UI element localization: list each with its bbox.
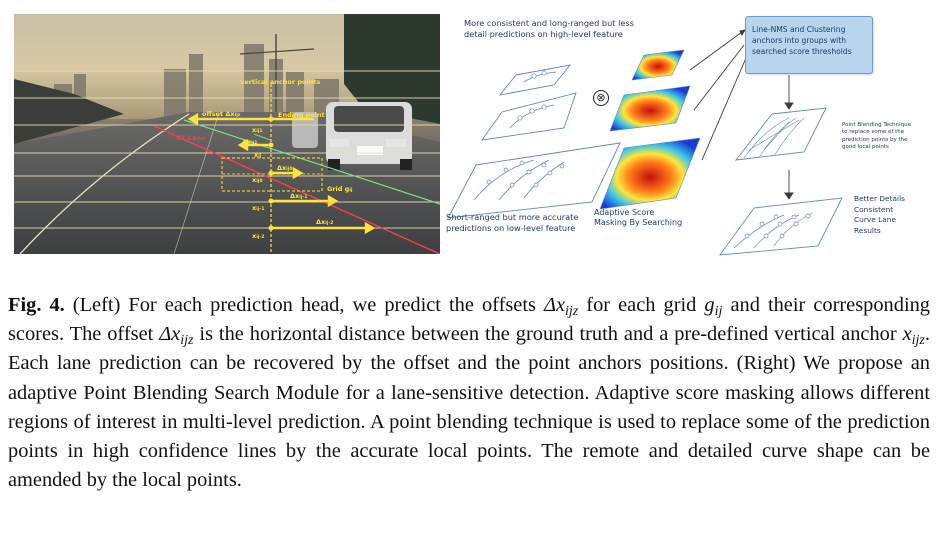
- caption-text-2: for each grid: [578, 294, 705, 316]
- x-ij1-text: x: [252, 126, 257, 134]
- dx-ij1-sub: ij1: [251, 141, 258, 146]
- caption-text-3: and their corresponding scores. The offs…: [8, 294, 931, 346]
- x-ijm1-sub: ij-1: [256, 207, 265, 212]
- math-anchor-sub: ijz: [911, 333, 925, 349]
- math-offset-2-sub: ijz: [180, 333, 194, 349]
- math-offset-1-sub: ijz: [565, 304, 579, 319]
- offset-sub: ijz: [234, 113, 241, 118]
- math-offset-2: Δxijz: [159, 323, 194, 349]
- vertical-anchor-points-label: vertical anchor points: [240, 78, 321, 86]
- ending-point-label: Ending point: [278, 111, 325, 119]
- diagram-graphics: [447, 29, 843, 256]
- x-ij1-label: xij1: [252, 127, 263, 135]
- math-anchor-base: x: [902, 323, 912, 346]
- dx-ijm2-text: Δx: [316, 218, 326, 226]
- adaptive-score-masking-label: Adaptive Score Masking By Searching: [594, 208, 683, 228]
- point-blending-diagram: More consistent and long-ranged but less…: [444, 10, 934, 260]
- dx-ijm1-label: Δxij-1: [290, 193, 308, 201]
- math-offset-1-base: Δx: [544, 294, 566, 316]
- x-ijm2-sub: ij-2: [256, 235, 265, 240]
- dx-ij0-sub: ij0: [286, 167, 293, 172]
- dx-ij1-text: Δx: [242, 138, 252, 146]
- math-offset-1: Δxijz: [544, 294, 579, 319]
- x-ijm1-label: xij-1: [252, 205, 264, 213]
- math-anchor: xijz: [902, 323, 925, 349]
- x-ij0-sub: ij0: [256, 179, 263, 184]
- grid-label: Grid gij: [327, 186, 353, 194]
- x-ij1-sub: ij1: [256, 129, 263, 134]
- dx-ij0-label: Δxij0: [277, 165, 293, 173]
- road-scene-illustration: [14, 14, 440, 254]
- road-scene-figure: vertical anchor points offset Δxijz Endi…: [14, 14, 440, 254]
- figure-caption: Fig. 4. (Left) For each prediction head,…: [8, 291, 930, 495]
- math-offset-2-base: Δx: [159, 323, 181, 346]
- math-grid-sub: ij: [714, 304, 723, 319]
- x-ij-sub: ij: [258, 154, 262, 159]
- better-details-note: Better Details Consistent Curve Lane Res…: [854, 194, 905, 236]
- grid-text: Grid g: [327, 185, 350, 193]
- caption-text-1: (Left) For each prediction head, we pred…: [64, 294, 544, 316]
- x-ijm2-label: xij-2: [252, 233, 264, 241]
- gt-lane-label: GT Lane: [176, 134, 206, 142]
- caption-text-4: is the horizontal distance between the g…: [193, 323, 903, 346]
- offset-label: offset Δxijz: [202, 111, 240, 119]
- dx-ijm2-sub: ij-2: [325, 221, 334, 226]
- line-nms-clustering-box: Line-NMS and Clustering anchors into gro…: [745, 16, 873, 74]
- car-illustration: [292, 102, 412, 170]
- dx-ijm1-sub: ij-1: [299, 195, 308, 200]
- caption-paragraph: Fig. 4. (Left) For each prediction head,…: [8, 291, 930, 495]
- multiply-operator-icon: ⊗: [593, 90, 609, 106]
- x-ijm2-text: x: [252, 232, 257, 240]
- math-grid-base: g: [704, 294, 715, 316]
- offset-word: offset: [202, 110, 224, 118]
- math-grid: gij: [704, 294, 723, 319]
- point-blending-technique-note: Point Blending Technique to replace some…: [842, 122, 912, 151]
- line-nms-clustering-text: Line-NMS and Clustering anchors into gro…: [752, 25, 852, 56]
- offset-delta: Δx: [225, 110, 235, 118]
- grid-sub: ij: [349, 188, 353, 193]
- dx-ijm2-label: Δxij-2: [316, 219, 334, 227]
- low-level-feature-note: Short-ranged but more accurate predictio…: [446, 212, 579, 233]
- high-level-feature-note: More consistent and long-ranged but less…: [464, 18, 634, 39]
- caption-text-5: . Each lane prediction can be recovered …: [8, 323, 930, 492]
- dx-ij1-label: Δxij1: [242, 139, 258, 147]
- x-ij0-text: x: [252, 176, 257, 184]
- x-ij-label: xij: [254, 152, 261, 160]
- x-ij0-label: xij0: [252, 177, 263, 185]
- x-ijm1-text: x: [252, 204, 257, 212]
- dx-ijm1-text: Δx: [290, 192, 300, 200]
- dx-ij0-text: Δx: [277, 164, 287, 172]
- x-ij-text: x: [254, 151, 259, 159]
- figure-number: Fig. 4.: [8, 294, 65, 316]
